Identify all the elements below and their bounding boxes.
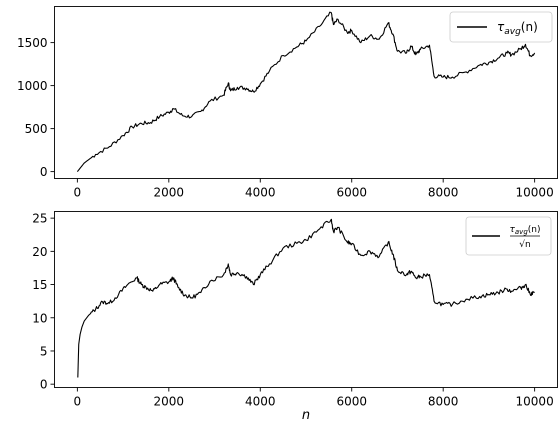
x-tick-label-top-10000: 10000 xyxy=(516,186,554,200)
legend-box-bottom xyxy=(465,216,552,256)
legend-top: τavg(n) xyxy=(449,11,553,43)
x-tick-label-bottom-4000: 4000 xyxy=(245,395,276,409)
y-tick-label-bottom-15: 15 xyxy=(32,278,47,292)
y-tick-label-top-1500: 1500 xyxy=(17,36,48,50)
y-tick-label-top-0: 0 xyxy=(40,165,48,179)
legend-numerator: τavg(n) xyxy=(509,225,540,236)
legend-num-main: τ xyxy=(509,225,515,235)
subplot-top: 0 2000 4000 6000 8000 10000 0 500 1000 1500 τavg… xyxy=(17,6,558,200)
legend-bottom: τavg(n) √n xyxy=(465,216,552,256)
x-tick-label-bottom-10000: 10000 xyxy=(516,395,554,409)
legend-tau-sub: avg xyxy=(504,27,521,37)
x-tick-label-top-6000: 6000 xyxy=(336,186,367,200)
y-ticks-top: 0 500 1000 1500 xyxy=(17,36,55,179)
x-ticks-top: 0 2000 4000 6000 8000 10000 xyxy=(74,178,554,200)
y-tick-label-top-1000: 1000 xyxy=(17,79,48,93)
legend-num-arg: (n) xyxy=(528,225,541,235)
y-tick-label-bottom-20: 20 xyxy=(32,245,47,259)
x-tick-label-top-4000: 4000 xyxy=(245,186,276,200)
x-tick-label-top-0: 0 xyxy=(74,186,82,200)
y-tick-label-top-500: 500 xyxy=(25,122,48,136)
legend-num-sub: avg xyxy=(515,228,528,236)
legend-tau-arg: (n) xyxy=(521,20,538,34)
y-ticks-bottom: 0 5 10 15 20 25 xyxy=(32,212,55,392)
y-tick-label-bottom-25: 25 xyxy=(32,212,47,226)
x-axis-label-n: n xyxy=(302,408,310,423)
legend-denominator: √n xyxy=(519,239,530,250)
y-tick-label-bottom-0: 0 xyxy=(40,378,48,392)
x-tick-label-bottom-6000: 6000 xyxy=(336,395,367,409)
series-line-tau-avg xyxy=(76,11,536,172)
y-tick-label-bottom-5: 5 xyxy=(40,344,48,358)
x-ticks-bottom: 0 2000 4000 6000 8000 10000 xyxy=(74,387,554,409)
y-tick-label-bottom-10: 10 xyxy=(32,311,47,325)
x-tick-label-top-2000: 2000 xyxy=(154,186,185,200)
legend-tau-main: τ xyxy=(497,20,505,34)
series-line-tau-avg-over-sqrt-n xyxy=(77,218,535,378)
legend-label-tau-avg: τavg(n) xyxy=(497,20,538,37)
x-tick-label-top-8000: 8000 xyxy=(428,186,459,200)
x-tick-label-bottom-2000: 2000 xyxy=(154,395,185,409)
subplot-bottom: 0 2000 4000 6000 8000 10000 0 5 10 15 20 25 τavg(n… xyxy=(32,211,558,423)
legend-box-top xyxy=(449,11,553,43)
x-tick-label-bottom-0: 0 xyxy=(74,395,82,409)
x-tick-label-bottom-8000: 8000 xyxy=(428,395,459,409)
